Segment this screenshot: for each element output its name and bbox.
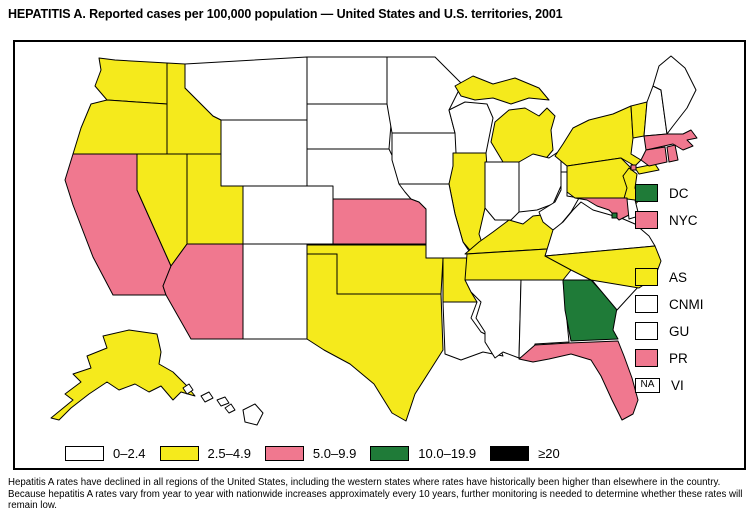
legend-item-as: AS [635,268,704,286]
cnmi-label: CNMI [669,296,704,312]
us-choropleth-map [50,55,698,426]
state-hi-kauai [182,383,194,395]
legend-item-gu: GU [635,322,704,340]
legend-group-gap [635,238,704,268]
territory-legend: DC NYC AS CNMI GU PR NA VI [635,184,704,403]
cnmi-swatch [635,295,658,313]
as-swatch [635,268,658,286]
range-3-label: 5.0–9.9 [312,446,357,461]
dc-label: DC [669,185,689,201]
state-co [242,185,334,245]
state-ct [640,146,668,167]
state-wy [220,119,308,187]
state-fl [518,340,639,421]
legend-item-cnmi: CNMI [635,295,704,313]
state-me [652,55,697,135]
range-4-swatch [370,446,410,461]
state-tx [306,253,444,422]
range-2-label: 2.5–4.9 [207,446,251,461]
gu-swatch [635,322,658,340]
vi-label: VI [671,377,684,393]
legend-item-pr: PR [635,349,704,367]
pr-swatch [635,349,658,367]
range-item-4: 10.0–19.9 [370,446,476,461]
legend-item-vi: NA VI [635,376,704,394]
as-label: AS [669,269,688,285]
state-ma [643,129,698,151]
state-nd [306,56,388,105]
dc-swatch [635,184,658,202]
nyc-swatch [635,211,658,229]
range-item-5: ≥20 [490,446,560,461]
state-mi-upper [454,75,550,105]
state-hi-molokai [216,396,230,407]
legend-item-dc: DC [635,184,704,202]
state-ny-long-island [634,163,660,175]
state-or [72,99,168,155]
legend-item-nyc: NYC [635,211,704,229]
range-5-label: ≥20 [538,446,560,461]
state-sd [306,103,393,150]
state-ny [554,105,642,167]
range-3-swatch [264,446,304,461]
range-2-swatch [159,446,199,461]
state-hi-maui [224,403,236,414]
range-1-swatch [65,446,104,461]
vi-na-swatch: NA [635,377,660,393]
range-4-label: 10.0–19.9 [418,446,477,461]
gu-label: GU [669,323,690,339]
range-1-label: 0–2.4 [113,446,146,461]
new-york-city-marker [630,164,637,171]
map-figure-frame: DC NYC AS CNMI GU PR NA VI 0 [13,40,746,470]
state-ak [50,329,196,421]
district-of-columbia-marker [611,212,618,219]
page-title: HEPATITIS A. Reported cases per 100,000 … [8,7,563,21]
state-wi [448,101,494,154]
state-mi-lower [490,107,556,163]
rate-range-legend: 0–2.4 2.5–4.9 5.0–9.9 10.0–19.9 ≥20 [65,446,574,461]
state-hi-oahu [200,391,214,403]
state-mn [386,56,463,134]
figure-footnote: Hepatitis A rates have declined in all r… [8,477,743,512]
state-ri [666,144,679,163]
range-item-2: 2.5–4.9 [159,446,251,461]
state-ks [332,198,427,245]
state-nm [242,243,308,340]
range-item-1: 0–2.4 [65,446,146,461]
pr-label: PR [669,350,688,366]
state-hi-hawaii [242,403,264,426]
state-wa [94,57,168,105]
range-item-3: 5.0–9.9 [264,446,357,461]
state-in [484,161,520,221]
range-5-swatch [490,446,530,461]
nyc-label: NYC [669,212,698,228]
